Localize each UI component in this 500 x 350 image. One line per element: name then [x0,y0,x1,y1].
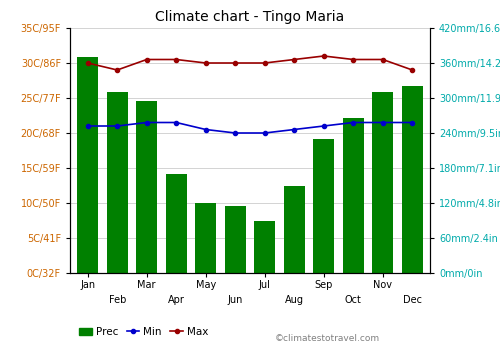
Text: ©climatestotravel.com: ©climatestotravel.com [275,334,380,343]
Title: Climate chart - Tingo Maria: Climate chart - Tingo Maria [156,10,344,24]
Bar [284,186,304,273]
Bar [314,139,334,273]
Bar [254,220,275,273]
Bar [372,92,393,273]
Bar [136,101,157,273]
Bar [343,118,363,273]
Text: Oct: Oct [345,295,362,305]
Bar [107,92,128,273]
Legend: Prec, Min, Max: Prec, Min, Max [75,323,212,341]
Text: Jun: Jun [228,295,243,305]
Bar [166,174,186,273]
Bar [78,57,98,273]
Bar [402,86,422,273]
Text: Dec: Dec [403,295,422,305]
Text: Apr: Apr [168,295,184,305]
Bar [225,206,246,273]
Text: Feb: Feb [108,295,126,305]
Text: Aug: Aug [285,295,304,305]
Bar [196,203,216,273]
